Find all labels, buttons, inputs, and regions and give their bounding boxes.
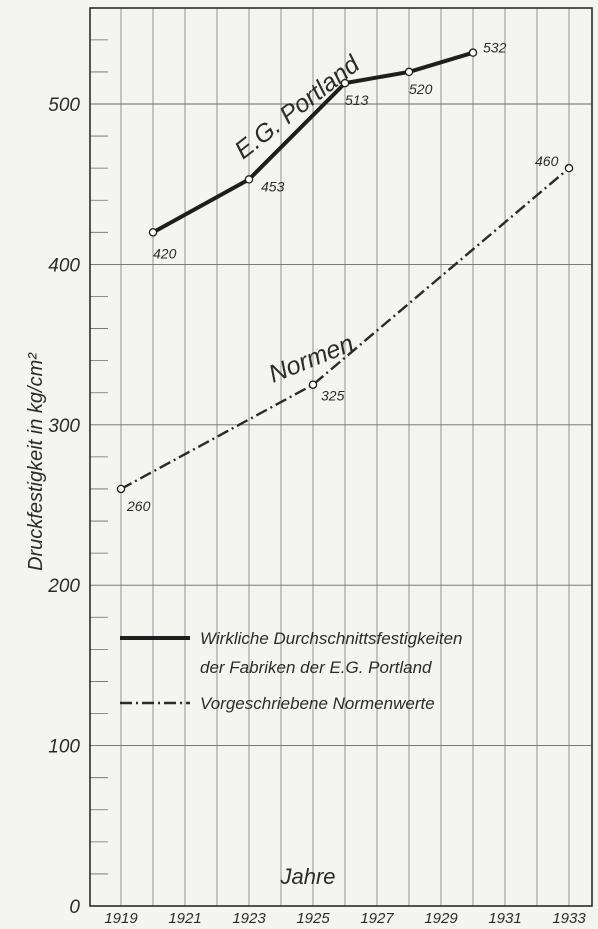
data-label: 325 <box>321 388 345 404</box>
data-label: 513 <box>345 92 369 108</box>
y-tick-label: 200 <box>47 576 80 597</box>
x-tick-label: 1921 <box>168 910 201 927</box>
data-label: 520 <box>409 81 433 97</box>
legend-entry-1-line-1: Wirkliche Durchschnittsfestigkeiten <box>200 629 463 648</box>
x-tick-label: 1927 <box>360 910 394 927</box>
tick-labels: 0 100 200 300 400 500 1919 1921 1923 1925 1927 1929… <box>47 95 586 927</box>
x-axis-label: Jahre <box>279 864 335 889</box>
x-tick-label: 1925 <box>296 910 330 927</box>
series-line-normen <box>120 167 570 491</box>
y-tick-label: 500 <box>48 95 80 116</box>
data-label: 420 <box>153 245 177 261</box>
x-tick-label: 1929 <box>424 910 458 927</box>
data-label: 532 <box>483 40 507 56</box>
legend-entry-1-line-2: der Fabriken der E.G. Portland <box>200 658 432 677</box>
data-label: 453 <box>261 178 285 194</box>
y-tick-label: 300 <box>48 416 80 437</box>
data-point <box>404 67 414 77</box>
data-point <box>116 484 126 494</box>
plot-frame <box>89 7 593 907</box>
data-point <box>244 175 254 184</box>
data-label: 260 <box>126 498 151 514</box>
legend: Wirkliche Durchschnittsfestigkeiten der … <box>120 629 463 713</box>
data-point <box>340 78 350 88</box>
y-tick-label: 400 <box>48 255 80 276</box>
series-lines: 420 453 513 520 532 260 325 460 <box>116 40 574 514</box>
x-tick-label: 1919 <box>104 910 138 927</box>
data-label: 460 <box>535 153 559 169</box>
series-line-label-normen: Normen <box>265 329 358 388</box>
y-tick-label: 0 <box>69 897 80 918</box>
grid <box>90 8 592 906</box>
data-point <box>468 48 478 57</box>
x-tick-label: 1933 <box>552 910 586 927</box>
legend-entry-2-line-1: Vorgeschriebene Normenwerte <box>200 694 435 713</box>
x-tick-label: 1923 <box>232 910 266 927</box>
data-point <box>564 163 574 173</box>
data-point <box>148 228 158 237</box>
x-tick-label: 1931 <box>488 910 521 927</box>
y-axis-label: Druckfestigkeit in kg/cm² <box>25 352 47 571</box>
data-point <box>308 380 318 389</box>
y-tick-label: 100 <box>48 737 80 758</box>
